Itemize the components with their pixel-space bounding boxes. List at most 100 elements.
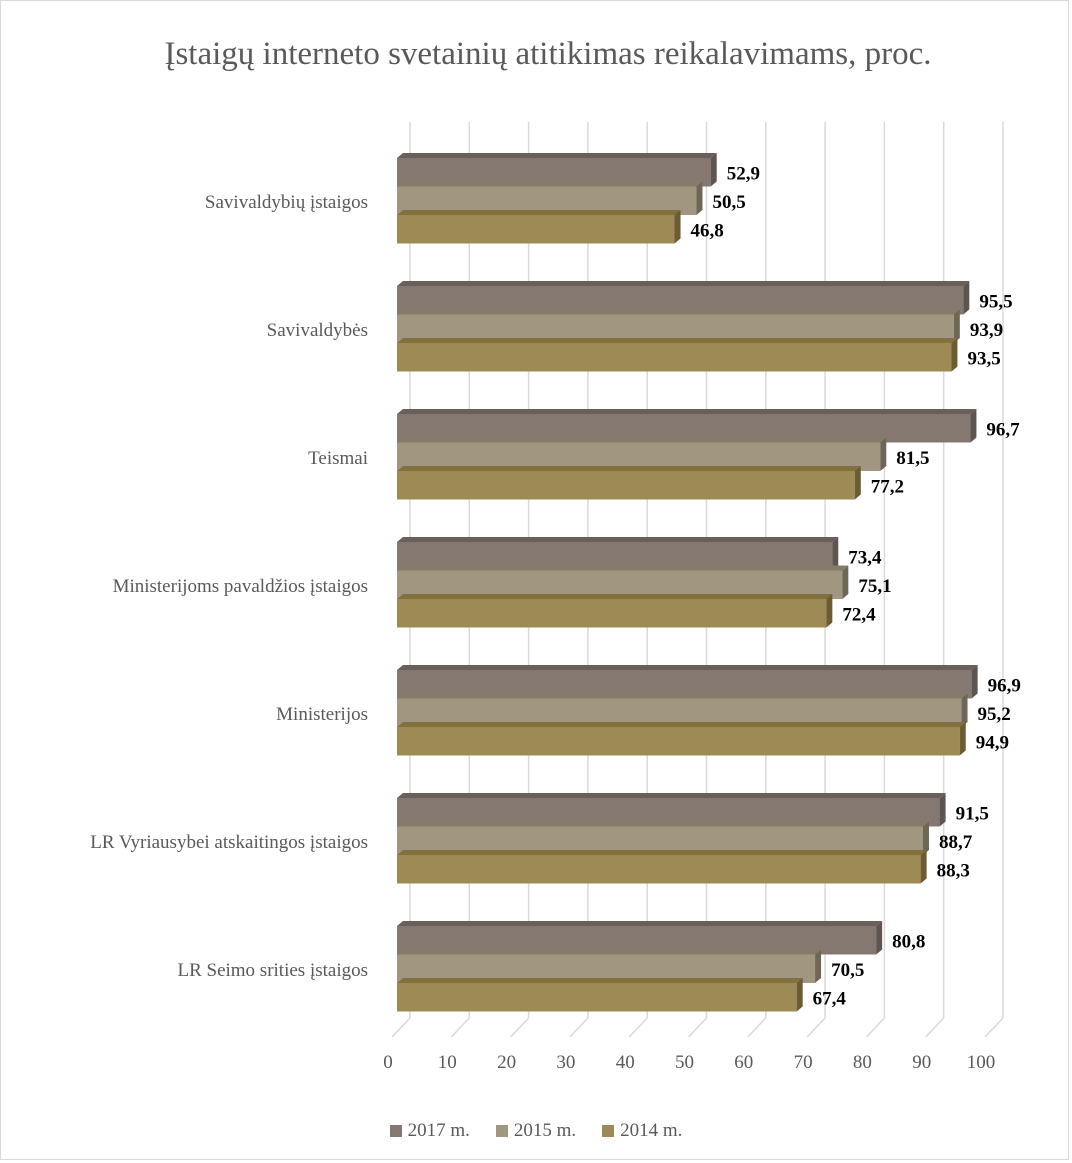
data-label: 80,8 xyxy=(892,931,925,952)
bar-top-face xyxy=(397,409,977,414)
floor-gridline xyxy=(628,1017,648,1038)
chart-legend: 2017 m. 2015 m. 2014 m. xyxy=(0,1120,1072,1142)
bar-top-face xyxy=(397,594,833,599)
bar-top-face xyxy=(397,437,887,443)
data-label: 70,5 xyxy=(831,960,864,981)
category-label: Ministerijos xyxy=(276,704,368,725)
bar xyxy=(397,983,797,1012)
bar-side-face xyxy=(880,437,887,471)
bar-side-face xyxy=(953,309,960,343)
legend-item: 2017 m. xyxy=(389,1120,470,1142)
bar-side-face xyxy=(854,466,861,500)
x-tick-label: 70 xyxy=(794,1052,813,1073)
category-label: Teismai xyxy=(308,448,368,469)
bar-top-face xyxy=(397,466,861,471)
bar xyxy=(397,855,921,884)
data-label: 72,4 xyxy=(842,604,876,625)
legend-swatch xyxy=(602,1125,615,1137)
bar-side-face xyxy=(710,153,717,187)
data-label: 75,1 xyxy=(858,576,891,597)
floor-gridline xyxy=(747,1017,767,1038)
data-label: 88,7 xyxy=(939,832,973,853)
bar-top-face xyxy=(397,181,703,187)
legend-label: 2017 m. xyxy=(407,1120,470,1141)
data-label: 73,4 xyxy=(848,547,882,568)
legend-swatch xyxy=(389,1125,402,1137)
x-tick-label: 60 xyxy=(734,1052,753,1073)
bar-top-face xyxy=(397,978,803,983)
category-label: Savivaldybių įstaigos xyxy=(205,192,368,213)
bar-top-face xyxy=(397,210,681,215)
bar-side-face xyxy=(842,565,849,599)
x-tick-label: 20 xyxy=(497,1052,516,1073)
bar-side-face xyxy=(674,210,681,244)
x-tick-label: 10 xyxy=(438,1052,457,1073)
data-label: 77,2 xyxy=(871,476,904,497)
bar-side-face xyxy=(963,281,970,315)
data-label: 81,5 xyxy=(896,448,929,469)
floor-gridline xyxy=(569,1017,589,1038)
data-label: 95,5 xyxy=(979,291,1012,312)
bar-top-face xyxy=(397,722,966,727)
bar-side-face xyxy=(961,693,968,727)
data-label: 52,9 xyxy=(727,163,760,184)
bar-top-face xyxy=(397,949,822,955)
bar-side-face xyxy=(826,594,833,628)
bar xyxy=(397,727,960,756)
data-label: 67,4 xyxy=(813,988,847,1009)
floor-gridline xyxy=(984,1017,1004,1038)
floor-gridline xyxy=(391,1017,411,1038)
data-label: 91,5 xyxy=(956,803,989,824)
bar-side-face xyxy=(922,821,929,855)
x-tick-label: 80 xyxy=(853,1052,872,1073)
x-tick-label: 90 xyxy=(912,1052,931,1073)
bar-side-face xyxy=(920,850,927,884)
x-tick-label: 50 xyxy=(675,1052,694,1073)
bar xyxy=(397,471,855,500)
bar xyxy=(397,343,952,372)
bar-top-face xyxy=(397,565,849,571)
x-tick-label: 0 xyxy=(383,1052,393,1073)
x-tick-label: 40 xyxy=(616,1052,635,1073)
bar-top-face xyxy=(397,309,960,315)
category-label: Ministerijoms pavaldžios įstaigos xyxy=(113,576,368,597)
data-label: 95,2 xyxy=(978,704,1011,725)
bar-side-face xyxy=(959,722,966,756)
category-label: LR Vyriausybei atskaitingos įstaigos xyxy=(90,832,368,853)
bar-top-face xyxy=(397,338,958,343)
chart-title: Įstaigų interneto svetainių atitikimas r… xyxy=(164,36,932,72)
floor-gridline xyxy=(806,1017,826,1038)
data-label: 46,8 xyxy=(691,220,724,241)
category-label: LR Seimo srities įstaigos xyxy=(177,960,368,981)
floor-gridline xyxy=(687,1017,708,1038)
legend-label: 2014 m. xyxy=(620,1120,683,1141)
floor-gridline xyxy=(510,1017,530,1038)
data-label: 94,9 xyxy=(976,732,1009,753)
floor-gridline xyxy=(450,1017,470,1038)
bar-top-face xyxy=(397,921,883,926)
bar xyxy=(397,599,827,628)
x-tick-label: 100 xyxy=(967,1052,996,1073)
bar-side-face xyxy=(796,978,803,1012)
data-label: 96,9 xyxy=(988,675,1021,696)
bar-top-face xyxy=(397,693,968,699)
legend-item: 2015 m. xyxy=(495,1120,577,1142)
floor-gridline xyxy=(865,1017,885,1038)
legend-item: 2014 m. xyxy=(602,1120,682,1142)
bar-top-face xyxy=(397,281,970,286)
bar-side-face xyxy=(832,537,839,571)
data-label: 88,3 xyxy=(937,860,970,881)
data-label: 50,5 xyxy=(712,192,745,213)
floor-gridline xyxy=(925,1017,945,1038)
legend-label: 2015 m. xyxy=(513,1120,577,1141)
bar-side-face xyxy=(970,409,977,443)
data-label: 93,9 xyxy=(970,320,1003,341)
bar-top-face xyxy=(397,153,717,158)
x-tick-label: 30 xyxy=(556,1052,575,1073)
bar-side-face xyxy=(939,793,946,827)
bar-side-face xyxy=(951,338,958,372)
bar-top-face xyxy=(397,665,978,670)
legend-swatch xyxy=(495,1125,508,1137)
data-label: 93,5 xyxy=(967,348,1000,369)
